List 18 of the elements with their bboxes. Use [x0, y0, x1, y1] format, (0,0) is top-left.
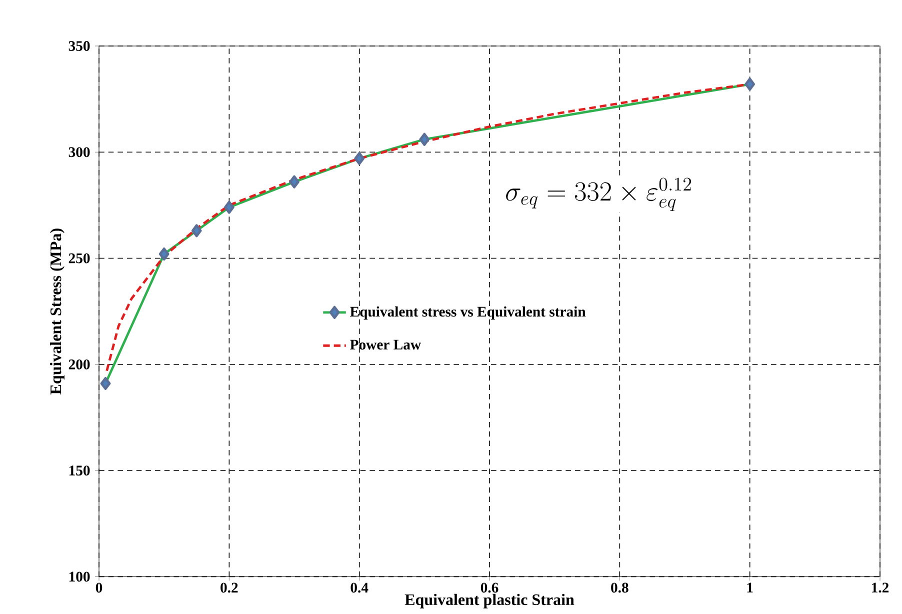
legend-label: Equivalent stress vs Equivalent strain [350, 306, 586, 320]
x-tick-label: 0.8 [611, 582, 628, 593]
y-tick-label: 250 [68, 253, 90, 264]
x-axis-title: Equivalent plastic Strain [404, 594, 574, 608]
y-tick-label: 100 [69, 572, 90, 582]
legend-label: Power Law [350, 340, 421, 350]
y-tick-label: 150 [69, 466, 90, 476]
x-tick-label: 1 [747, 582, 753, 592]
y-axis-title: Equivalent Stress (MPa) [50, 228, 64, 394]
y-tick-label: 300 [68, 147, 90, 158]
x-tick-label: 1.2 [872, 582, 889, 593]
y-tick-label: 200 [68, 359, 90, 370]
x-tick-label: 0.4 [350, 582, 368, 593]
x-tick-label: 0.2 [220, 582, 238, 593]
x-tick-label: 0.6 [480, 582, 498, 593]
y-tick-label: 350 [68, 41, 90, 51]
annotation: $\sigma_{eq} = 332\times\varepsilon_{eq}^{0.12}$ [506, 178, 692, 212]
x-tick-label: 0 [96, 582, 102, 593]
